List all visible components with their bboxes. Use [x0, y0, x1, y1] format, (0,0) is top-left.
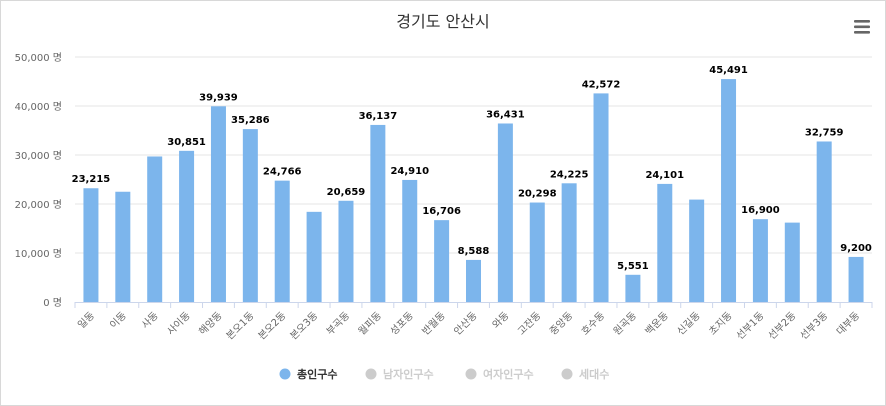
- bar-이동[interactable]: [115, 191, 131, 302]
- bar-본오1동[interactable]: [242, 129, 258, 302]
- data-labels: 23,215 30,851 39,939 35,286 24,766 20,659 36,1…: [72, 65, 872, 272]
- data-label: 30,851: [167, 137, 206, 148]
- data-label: 32,759: [805, 127, 844, 138]
- x-tick-label: 이동: [107, 310, 129, 332]
- data-label: 24,910: [390, 166, 429, 177]
- bar-부곡동[interactable]: [338, 200, 354, 302]
- legend-label: 총인구수: [297, 367, 337, 381]
- bar-중앙동[interactable]: [561, 183, 577, 302]
- y-tick-label: 40,000 명: [15, 101, 62, 113]
- legend-label: 여자인구수: [483, 367, 534, 381]
- bar-본오2동[interactable]: [274, 180, 290, 302]
- x-tick-label: 원곡동: [611, 310, 639, 338]
- hamburger-menu-icon[interactable]: [852, 18, 872, 38]
- data-label: 23,215: [72, 174, 111, 185]
- x-tick-label: 성포동: [388, 310, 416, 338]
- x-tick-label: 대부동: [834, 310, 862, 338]
- legend-item-남자인구수[interactable]: 남자인구수: [365, 367, 434, 381]
- data-label: 5,551: [617, 261, 649, 272]
- data-label: 35,286: [231, 115, 270, 126]
- bar-백운동[interactable]: [657, 183, 673, 302]
- legend-item-여자인구수[interactable]: 여자인구수: [465, 367, 534, 381]
- data-label: 39,939: [199, 92, 238, 103]
- bar-선부2동[interactable]: [784, 222, 800, 302]
- x-tick-label: 사이동: [165, 310, 193, 338]
- x-tick-label: 선부1동: [734, 310, 767, 343]
- legend: 총인구수 남자인구수 여자인구수 세대수: [279, 367, 610, 381]
- data-label: 36,137: [359, 111, 398, 122]
- bar-원곡동[interactable]: [625, 274, 641, 302]
- y-tick-label: 20,000 명: [15, 199, 62, 211]
- legend-item-총인구수[interactable]: 총인구수: [279, 367, 338, 381]
- x-tick-label: 해양동: [196, 309, 225, 338]
- data-label: 9,200: [840, 243, 872, 254]
- bar-사이동[interactable]: [179, 150, 195, 302]
- y-tick-label: 0 명: [43, 297, 62, 309]
- x-tick-label: 일동: [76, 310, 98, 332]
- x-tick-label: 부곡동: [324, 310, 352, 338]
- x-tick-label: 선부3동: [798, 310, 831, 343]
- data-label: 42,572: [582, 79, 621, 90]
- data-label: 45,491: [709, 65, 748, 76]
- legend-marker-icon: [279, 368, 291, 380]
- x-tick-label: 호수동: [579, 310, 607, 338]
- data-label: 16,900: [741, 205, 780, 216]
- x-tick-label: 선부2동: [766, 310, 799, 343]
- bar-고잔동[interactable]: [529, 202, 545, 302]
- bar-본오3동[interactable]: [306, 211, 322, 302]
- data-label: 20,298: [518, 189, 557, 200]
- x-tick-label: 본오3동: [288, 310, 321, 343]
- legend-marker-icon: [365, 368, 377, 380]
- legend-label: 세대수: [579, 367, 609, 381]
- x-tick-label: 와동: [490, 310, 512, 332]
- x-tick-label: 반월동: [420, 310, 448, 338]
- bar-와동[interactable]: [497, 123, 513, 302]
- legend-item-세대수[interactable]: 세대수: [561, 367, 610, 381]
- x-tick-label: 중앙동: [547, 310, 575, 338]
- x-tick-label: 백운동: [643, 310, 671, 338]
- bar-일동[interactable]: [83, 188, 99, 302]
- data-label: 24,101: [645, 170, 684, 181]
- data-label: 20,659: [327, 187, 366, 198]
- bar-신길동[interactable]: [689, 199, 705, 302]
- x-tick-label: 본오1동: [224, 310, 257, 343]
- y-tick-label: 30,000 명: [15, 150, 62, 162]
- legend-marker-icon: [465, 368, 477, 380]
- data-label: 36,431: [486, 109, 525, 120]
- legend-label: 남자인구수: [383, 367, 434, 381]
- data-label: 16,706: [422, 206, 461, 217]
- y-tick-label: 10,000 명: [15, 248, 62, 260]
- data-label: 8,588: [458, 246, 490, 257]
- bar-안산동[interactable]: [466, 259, 481, 302]
- x-tick-label: 본오2동: [256, 310, 289, 343]
- y-tick-label: 50,000 명: [15, 52, 62, 64]
- bars: [83, 79, 864, 303]
- bar-호수동[interactable]: [593, 93, 609, 302]
- bar-월피동[interactable]: [370, 124, 386, 302]
- bar-반월동[interactable]: [434, 220, 450, 302]
- x-tick-label: 초지동: [707, 310, 735, 338]
- bar-선부1동[interactable]: [752, 219, 768, 302]
- chart-title: 경기도 안산시: [396, 12, 489, 31]
- x-tick-label: 사동: [139, 310, 161, 332]
- x-tick-label: 안산동: [452, 310, 480, 338]
- bar-대부동[interactable]: [848, 256, 864, 302]
- bar-선부3동[interactable]: [816, 141, 832, 302]
- x-axis: 일동 이동 사동 사이동 해양동 본오1동 본오2동 본오3동 부곡동 월피동 성포동 반월동 안산동 와…: [74, 302, 873, 343]
- legend-marker-icon: [561, 368, 573, 380]
- x-tick-label: 신길동: [674, 309, 703, 338]
- data-label: 24,225: [550, 169, 589, 180]
- bar-사동[interactable]: [147, 156, 163, 302]
- bar-해양동[interactable]: [210, 106, 226, 303]
- data-label: 24,766: [263, 167, 302, 178]
- x-tick-label: 고잔동: [515, 310, 543, 338]
- grid-lines: [75, 56, 872, 254]
- bar-성포동[interactable]: [402, 179, 418, 302]
- y-axis: 0 명 10,000 명 20,000 명 30,000 명 40,000 명 50,00…: [15, 52, 62, 309]
- bar-초지동[interactable]: [721, 79, 737, 302]
- x-tick-label: 월피동: [356, 310, 384, 338]
